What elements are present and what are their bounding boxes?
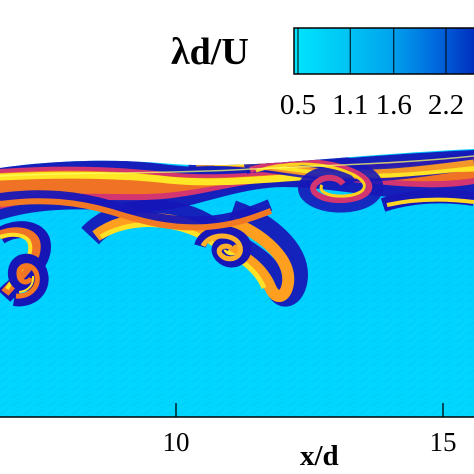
middle-shear-dark — [0, 190, 273, 229]
flow-field — [0, 149, 474, 417]
colorbar-label: λd/U — [171, 31, 249, 73]
central-vortex-tail-dark — [81, 199, 308, 307]
left-vortex-core-orange — [15, 263, 40, 299]
small-vortex-orange — [200, 233, 243, 262]
upper-right-vortex-magenta — [249, 158, 373, 204]
x-axis-tick-label: 15 — [430, 427, 457, 457]
colorbar-scale — [293, 27, 474, 75]
middle-shear-orange — [0, 198, 273, 231]
right-lower-streak-yellow — [386, 197, 474, 207]
colorbar-tick-label: 0.5 — [280, 89, 316, 121]
x-axis: 10 15 x/d — [0, 403, 474, 472]
colorbar-tick-label: 2.2 — [428, 89, 464, 121]
small-vortex-dark — [194, 225, 252, 268]
x-axis-label: x/d — [300, 440, 339, 472]
colorbar-tick-label: 1.6 — [376, 89, 412, 121]
upper-edge-highlight — [0, 155, 474, 177]
upper-right-vortex-yellow — [255, 162, 366, 198]
colorbar: λd/U 0.5 1.1 1.6 2.2 — [171, 27, 474, 121]
x-axis-ticks: 10 15 — [163, 403, 457, 457]
colorbar-ticks: 0.5 1.1 1.6 2.2 — [280, 28, 464, 121]
left-vortex-core-yellow — [18, 275, 35, 293]
colorbar-tick-label: 1.1 — [332, 89, 368, 121]
left-vortex-core-dark — [7, 253, 49, 307]
x-axis-tick-label: 10 — [163, 427, 190, 457]
